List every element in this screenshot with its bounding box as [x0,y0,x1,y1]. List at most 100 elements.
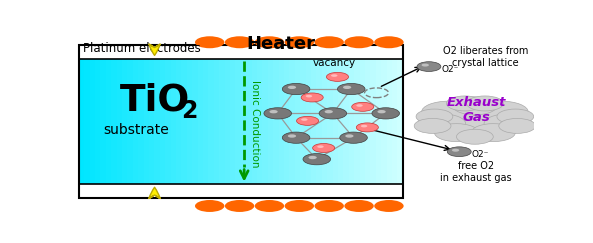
Circle shape [418,114,466,133]
Circle shape [306,95,312,97]
Circle shape [282,83,310,95]
Bar [127,59,133,183]
Circle shape [326,72,349,81]
Bar [235,59,241,183]
Circle shape [499,118,535,133]
Bar [241,59,247,183]
Bar [100,59,107,183]
Bar [349,59,355,183]
Circle shape [345,36,374,48]
Bar [251,59,258,183]
Bar [267,59,274,183]
Bar [79,183,403,198]
Bar [225,59,231,183]
Bar [79,45,403,59]
Circle shape [269,110,278,113]
Circle shape [378,110,385,113]
Circle shape [435,124,479,142]
Text: 2: 2 [181,99,197,122]
Bar [154,59,161,183]
Bar [327,59,333,183]
Circle shape [416,109,453,124]
Bar [187,59,193,183]
Circle shape [422,64,429,67]
Text: free O2
in exhaust gas: free O2 in exhaust gas [441,161,512,183]
Bar [397,59,404,183]
Bar [95,59,101,183]
Circle shape [285,200,314,212]
Circle shape [356,104,363,107]
Bar [289,59,296,183]
Bar [333,59,339,183]
Bar [322,59,328,183]
Bar [84,59,91,183]
Text: O2⁻: O2⁻ [471,150,489,159]
Circle shape [374,36,404,48]
Bar [192,59,199,183]
Circle shape [255,36,284,48]
Text: TiO: TiO [120,82,190,118]
Circle shape [301,118,308,121]
Bar [354,59,361,183]
Bar [219,59,225,183]
Circle shape [288,134,296,138]
Bar [257,59,263,183]
Bar [273,59,279,183]
Text: Platinum electrodes: Platinum electrodes [83,42,201,55]
Text: Exhaust
Gas: Exhaust Gas [447,95,506,124]
Circle shape [415,118,451,133]
Bar [122,59,128,183]
Circle shape [195,36,224,48]
Bar [90,59,96,183]
Circle shape [475,101,528,123]
Bar [365,59,371,183]
Circle shape [497,109,534,124]
Bar [171,59,177,183]
Circle shape [471,124,515,142]
Circle shape [303,154,330,165]
Circle shape [374,200,404,212]
Circle shape [447,96,483,111]
Bar [343,59,350,183]
Circle shape [317,145,324,148]
Circle shape [337,83,365,95]
Bar [79,59,85,183]
Circle shape [345,200,374,212]
Circle shape [361,125,367,127]
Circle shape [296,116,318,125]
Bar [160,59,166,183]
Circle shape [417,62,441,71]
Circle shape [301,93,323,102]
Bar [106,59,112,183]
Text: Ionic Conduction: Ionic Conduction [250,80,260,167]
Bar [316,59,323,183]
Bar [311,59,317,183]
Circle shape [288,86,296,89]
Bar [284,59,290,183]
Circle shape [255,200,284,212]
Circle shape [314,36,344,48]
Circle shape [225,200,254,212]
Circle shape [225,36,254,48]
Circle shape [343,86,351,89]
Bar [208,59,215,183]
Circle shape [452,149,459,152]
Circle shape [195,200,224,212]
Text: substrate: substrate [103,123,169,137]
Bar [79,45,403,198]
Bar [133,59,139,183]
Bar [138,59,145,183]
Bar [295,59,301,183]
Bar [338,59,345,183]
Circle shape [319,108,347,119]
Bar [116,59,123,183]
Bar [262,59,269,183]
Bar [279,59,285,183]
Bar [305,59,312,183]
Circle shape [340,132,367,143]
Text: O2⁻: O2⁻ [441,65,459,74]
Circle shape [345,134,353,138]
Bar [359,59,366,183]
Circle shape [308,156,317,159]
Circle shape [285,36,314,48]
